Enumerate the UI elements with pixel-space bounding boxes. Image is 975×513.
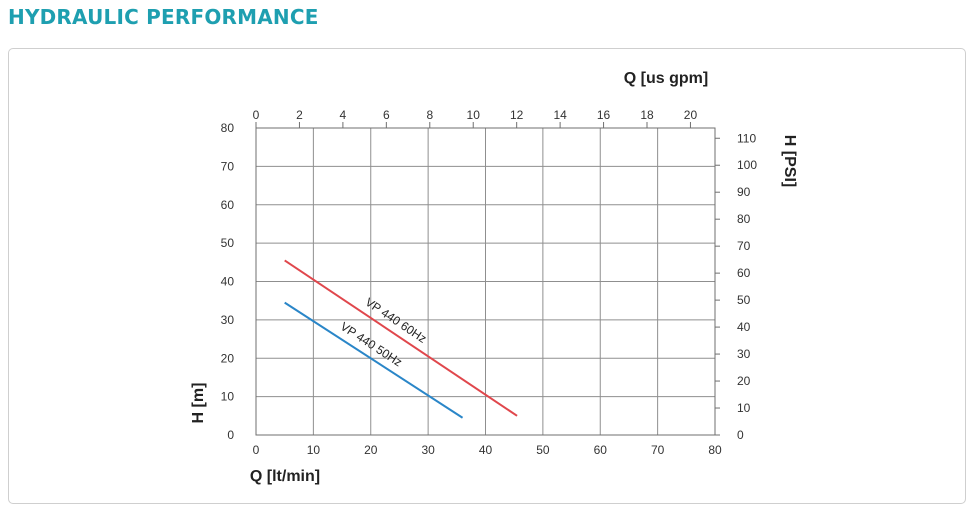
y-tick-label: 60 xyxy=(221,198,235,212)
x-tick-label: 30 xyxy=(421,443,435,457)
page-title: HYDRAULIC PERFORMANCE xyxy=(8,5,319,29)
x2-tick-label: 2 xyxy=(296,108,303,122)
x2-tick-label: 4 xyxy=(340,108,347,122)
x-tick-label: 0 xyxy=(253,443,260,457)
x2-tick-label: 16 xyxy=(597,108,611,122)
y2-tick-label: 40 xyxy=(737,320,751,334)
y-tick-label: 50 xyxy=(221,236,235,250)
y2-tick-label: 100 xyxy=(737,158,757,172)
x2-axis-title: Q [us gpm] xyxy=(624,70,708,87)
y2-axis-title: H [PSI] xyxy=(781,135,798,187)
y2-tick-label: 110 xyxy=(737,131,756,145)
x2-tick-label: 14 xyxy=(553,108,567,122)
chart-card xyxy=(8,48,966,504)
y-tick-label: 0 xyxy=(227,428,234,442)
y-tick-label: 10 xyxy=(221,390,235,404)
x2-tick-label: 8 xyxy=(426,108,433,122)
series-line xyxy=(284,259,518,417)
x-tick-label: 60 xyxy=(594,443,608,457)
y2-tick-label: 60 xyxy=(737,266,751,280)
y2-tick-label: 0 xyxy=(737,428,744,442)
y2-tick-label: 80 xyxy=(737,212,751,226)
y2-tick-label: 10 xyxy=(737,401,751,415)
x-tick-label: 40 xyxy=(479,443,493,457)
x-tick-label: 10 xyxy=(307,443,321,457)
y-tick-label: 80 xyxy=(221,121,235,135)
x-axis-title: Q [lt/min] xyxy=(250,468,320,485)
y-tick-label: 30 xyxy=(221,313,235,327)
x2-tick-label: 6 xyxy=(383,108,390,122)
y-tick-label: 20 xyxy=(221,351,235,365)
x2-tick-label: 0 xyxy=(253,108,260,122)
y2-tick-label: 70 xyxy=(737,239,751,253)
x-tick-label: 20 xyxy=(364,443,378,457)
y-axis-title: H [m] xyxy=(190,383,207,424)
x-tick-label: 50 xyxy=(536,443,550,457)
x2-tick-label: 20 xyxy=(684,108,698,122)
series-line xyxy=(284,301,464,419)
y2-tick-label: 20 xyxy=(737,374,751,388)
plot-frame xyxy=(255,127,716,436)
y2-tick-label: 30 xyxy=(737,347,751,361)
x-tick-label: 70 xyxy=(651,443,665,457)
x2-tick-label: 10 xyxy=(467,108,481,122)
x2-tick-label: 12 xyxy=(510,108,524,122)
y2-tick-label: 50 xyxy=(737,293,751,307)
y-tick-label: 70 xyxy=(221,159,235,173)
x-tick-label: 80 xyxy=(708,443,722,457)
x2-tick-label: 18 xyxy=(640,108,654,122)
y-tick-label: 40 xyxy=(221,275,235,289)
y2-tick-label: 90 xyxy=(737,185,751,199)
